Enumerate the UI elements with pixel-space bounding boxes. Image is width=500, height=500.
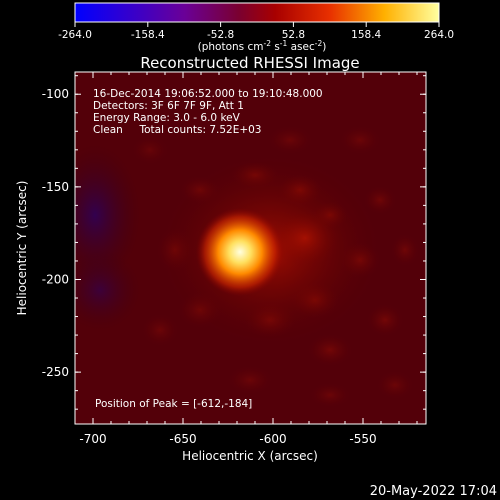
x-axis-ticks: -700 -650 -600 -550 [79, 72, 418, 446]
sidelobe [310, 383, 350, 407]
colorbar: -264.0 -158.4 -52.8 52.8 158.4 264.0 (photons… [58, 2, 454, 53]
peak-position-label: Position of Peak = [-612,-184] [95, 398, 252, 410]
plot-frame [74, 71, 427, 425]
sidelobe [142, 314, 178, 346]
sidelobe [367, 304, 403, 336]
x-tick-label: -600 [259, 432, 286, 446]
y-axis-label: Heliocentric Y (arcsec) [15, 181, 29, 316]
sidelobe [364, 186, 396, 214]
x-axis-label: Heliocentric X (arcsec) [182, 449, 318, 463]
annotation-time-range: 16-Dec-2014 19:06:52.000 to 19:10:48.000 [93, 88, 323, 100]
y-axis-ticks: -100 -150 -200 -250 [42, 75, 426, 410]
hxr-image [75, 72, 426, 424]
colorbar-tick-label: -52.8 [207, 29, 234, 41]
x-tick-label: -650 [169, 432, 196, 446]
x-tick-label: -550 [349, 432, 376, 446]
x-tick-label: -700 [79, 432, 106, 446]
colorbar-tick-label: 52.8 [282, 29, 305, 41]
footer-timestamp: 20-May-2022 17:04 [370, 484, 497, 499]
y-tick-label: -250 [42, 365, 69, 379]
y-tick-label: -200 [42, 272, 69, 286]
colorbar-tick-label: -158.4 [131, 29, 165, 41]
sidelobe [308, 334, 352, 366]
colorbar-gradient [74, 2, 440, 23]
emission-peak [196, 208, 284, 296]
sidelobe [228, 366, 272, 394]
colorbar-tick-label: 158.4 [351, 29, 381, 41]
sidelobe [132, 136, 168, 164]
colorbar-units: (photons cm-2 s-1 asec-2) [198, 39, 327, 53]
annotation-detectors: Detectors: 3F 6F 7F 9F, Att 1 [93, 100, 244, 112]
annotation-energy-range: Energy Range: 3.0 - 6.0 keV [93, 112, 241, 124]
image-title: Reconstructed RHESSI Image [140, 54, 359, 72]
sidelobe [377, 371, 413, 399]
sidelobe [268, 126, 312, 154]
y-tick-label: -150 [42, 180, 69, 194]
annotation-clean-counts: Clean Total counts: 7.52E+03 [93, 124, 262, 136]
colorbar-tick-label: -264.0 [58, 29, 92, 41]
image-annotation: 16-Dec-2014 19:06:52.000 to 19:10:48.000… [93, 88, 323, 136]
colorbar-tick-label: 264.0 [424, 29, 454, 41]
sidelobe [391, 234, 419, 266]
colorbar-ticks: -264.0 -158.4 -52.8 52.8 158.4 264.0 [58, 22, 454, 41]
y-tick-label: -100 [42, 87, 69, 101]
sidelobe [340, 126, 380, 154]
